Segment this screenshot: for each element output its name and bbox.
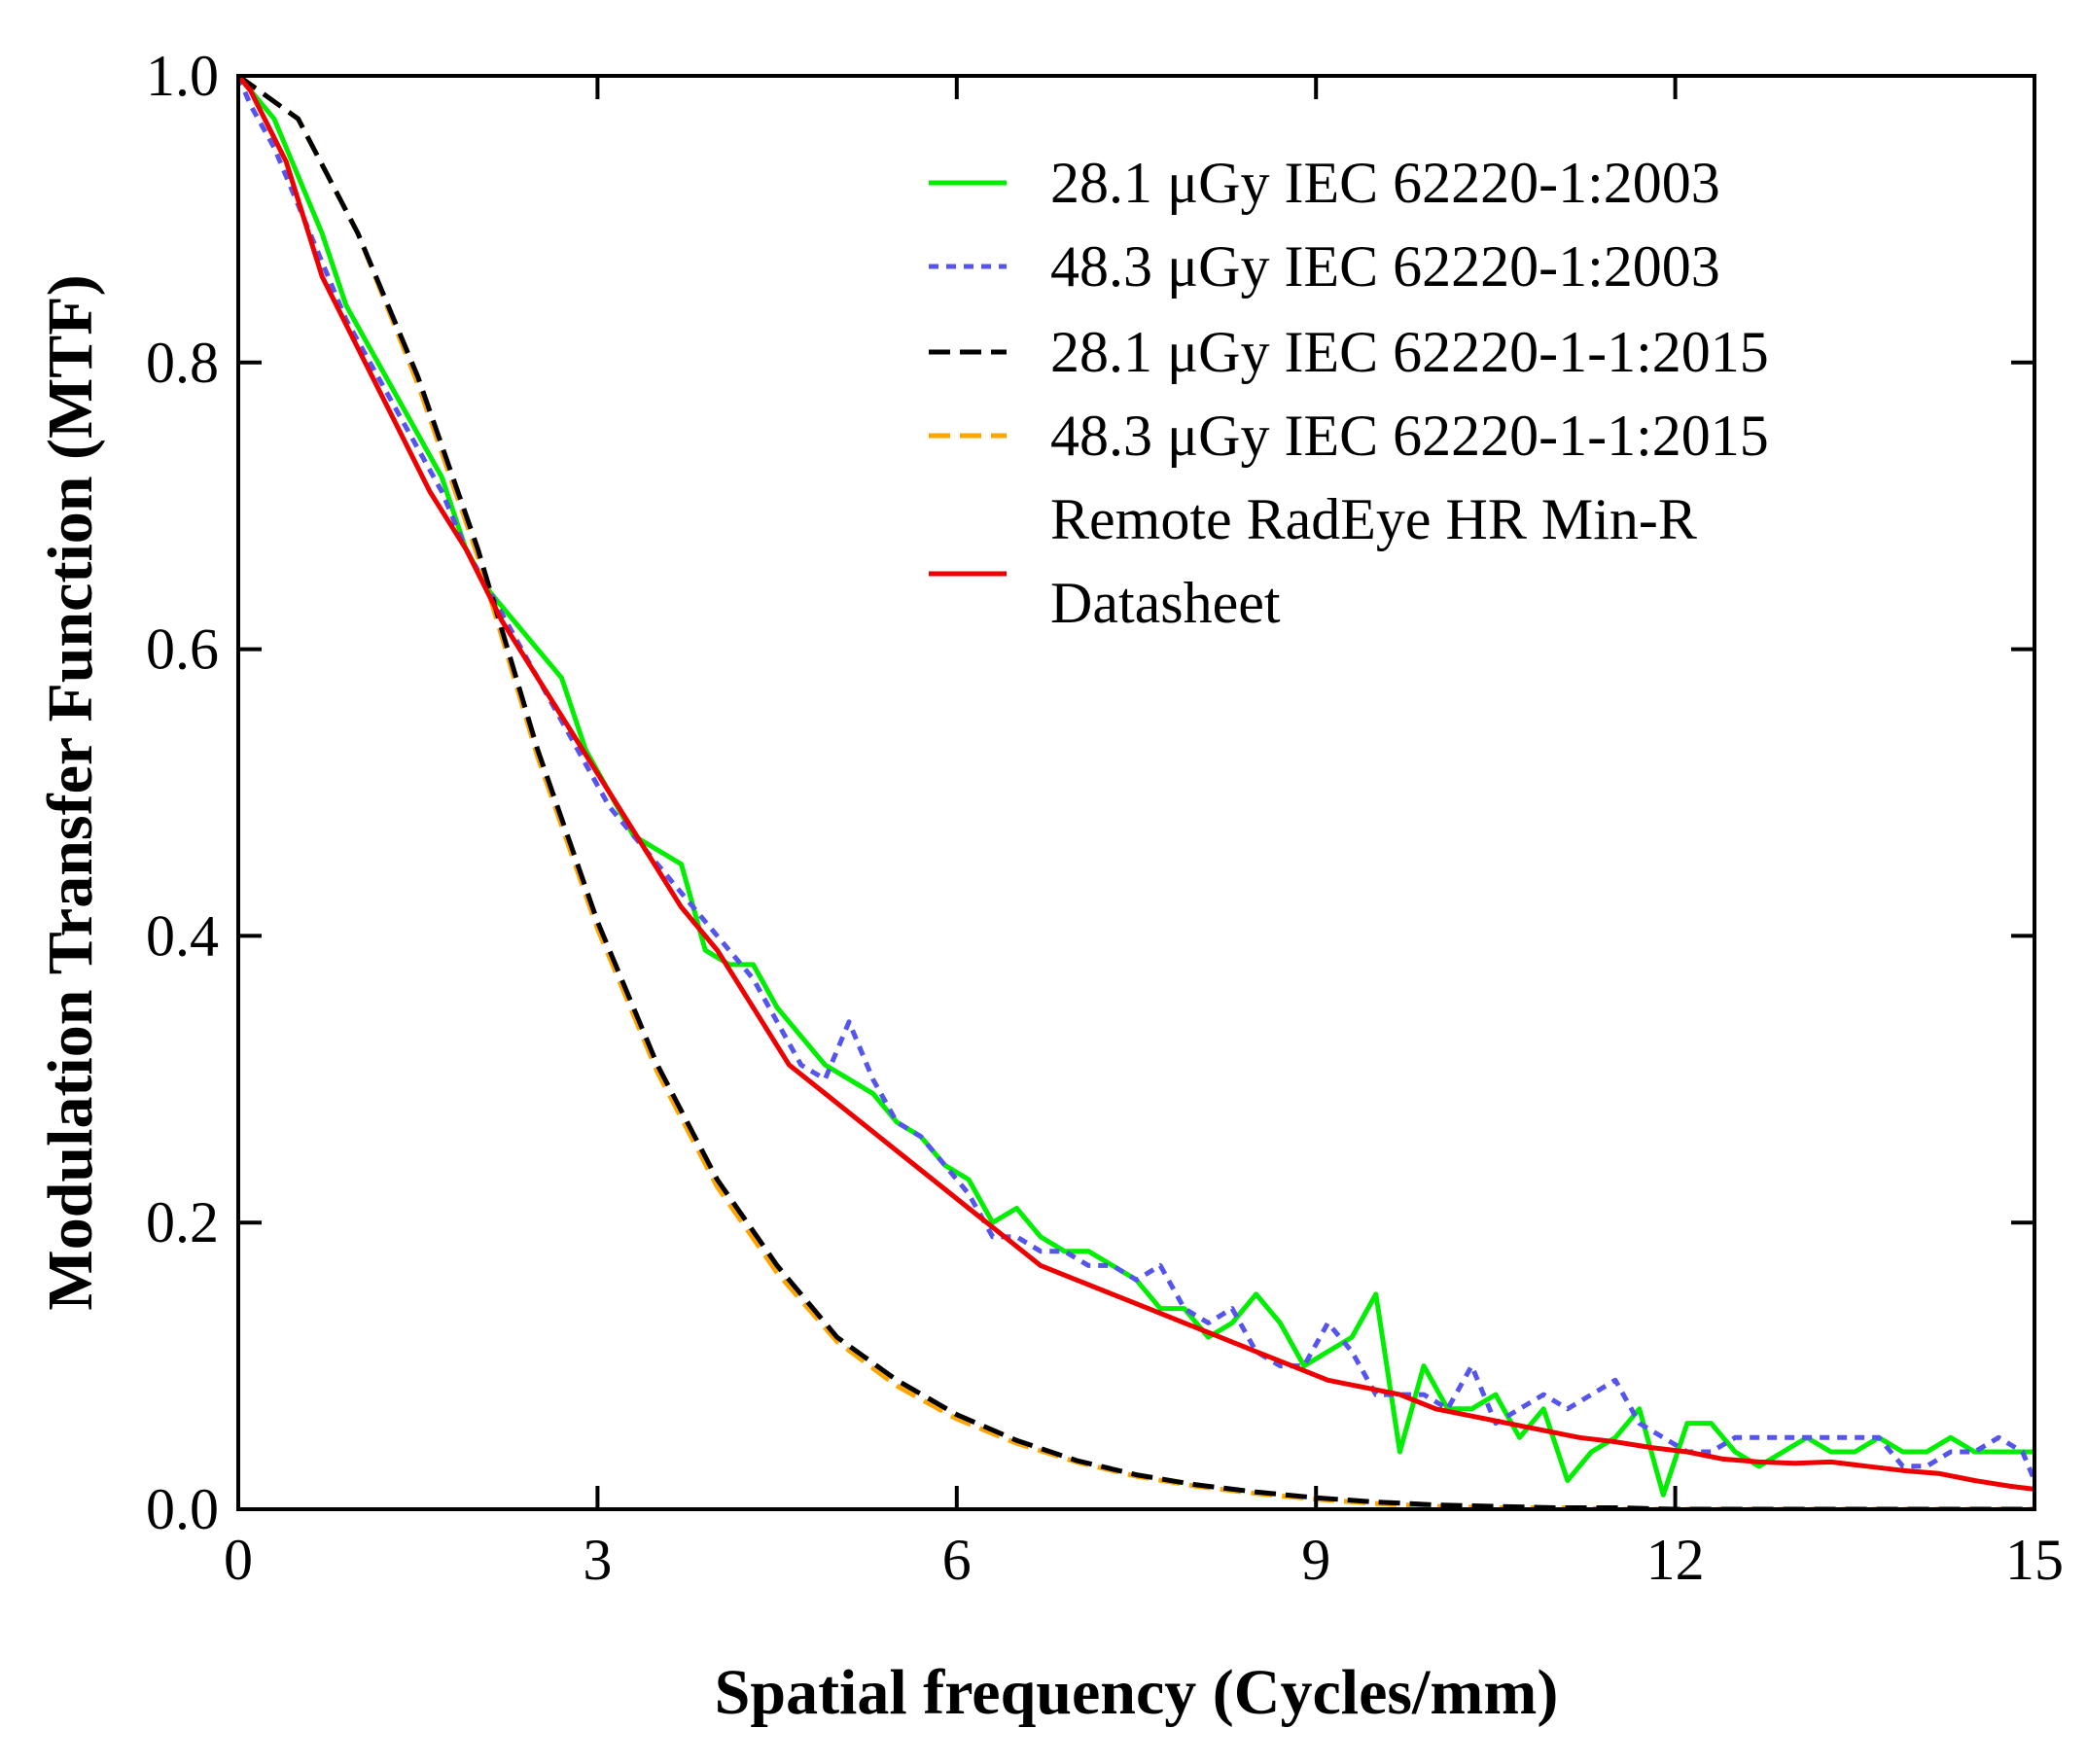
series-line-5 <box>238 76 2034 1492</box>
x-tick-label: 6 <box>942 1528 972 1592</box>
series-line-3 <box>238 76 2034 1509</box>
y-tick-label: 0.4 <box>146 903 219 968</box>
x-tick-label: 3 <box>583 1528 612 1592</box>
legend-item-1: 28.1 μGy IEC 62220-1:2003 <box>929 151 1720 215</box>
legend-item-2: 48.3 μGy IEC 62220-1:2003 <box>929 234 1720 299</box>
y-tick-label: 0.2 <box>146 1190 219 1254</box>
legend-item-5: Remote RadEye HR Min-R Datasheet <box>929 487 1697 635</box>
x-tick-label: 12 <box>1646 1528 1705 1592</box>
legend-label: 48.3 μGy IEC 62220-1-1:2015 <box>1050 404 1769 468</box>
x-tick-label: 0 <box>224 1528 253 1592</box>
legend-label: 28.1 μGy IEC 62220-1:2003 <box>1050 151 1720 215</box>
x-axis-title: Spatial frequency (Cycles/mm) <box>715 1657 1559 1728</box>
legend-item-4: 48.3 μGy IEC 62220-1-1:2015 <box>929 404 1769 468</box>
legend-label: 48.3 μGy IEC 62220-1:2003 <box>1050 234 1720 299</box>
series-layer <box>238 76 2034 1509</box>
y-axis-title: Modulation Transfer Function (MTF) <box>35 274 106 1310</box>
y-tick-label: 0.6 <box>146 617 219 682</box>
legend-label: 28.1 μGy IEC 62220-1-1:2015 <box>1050 320 1769 384</box>
ticks-layer: 0 3 6 9 12 15 0.0 0.2 0.4 0.6 0.8 1.0 <box>146 44 2064 1592</box>
x-tick-label: 9 <box>1301 1528 1330 1592</box>
legend: 28.1 μGy IEC 62220-1:2003 48.3 μGy IEC 62… <box>929 151 1769 635</box>
y-tick-label: 1.0 <box>146 44 219 108</box>
plot-frame <box>236 74 2036 1511</box>
legend-label: Remote RadEye HR Min-R <box>1050 487 1697 551</box>
y-tick-label: 0.0 <box>146 1477 219 1541</box>
y-tick-label: 0.8 <box>146 331 219 395</box>
x-tick-label: 15 <box>2005 1528 2064 1592</box>
legend-label-line2: Datasheet <box>1050 571 1281 635</box>
legend-item-3: 28.1 μGy IEC 62220-1-1:2015 <box>929 320 1769 384</box>
